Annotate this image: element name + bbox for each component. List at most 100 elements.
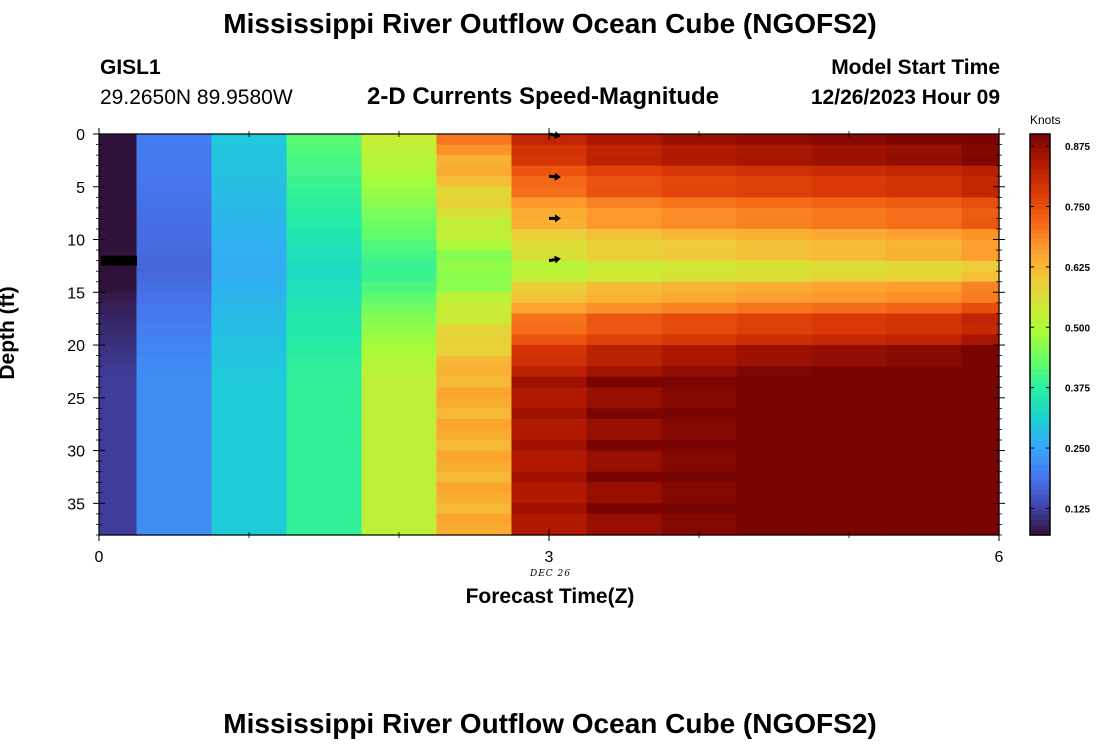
y-tick-label: 30	[67, 444, 85, 461]
heatmap-cell	[736, 186, 813, 198]
heatmap-cell	[586, 165, 663, 177]
heatmap-cell	[211, 165, 288, 177]
colorbar-step	[1030, 184, 1050, 190]
heatmap-cell	[736, 376, 813, 388]
colorbar-step	[1030, 164, 1050, 170]
heatmap-cell	[361, 313, 438, 325]
heatmap-cell	[511, 429, 588, 441]
colorbar-step	[1030, 384, 1050, 391]
heatmap-cell	[586, 323, 663, 336]
heatmap-cell	[886, 503, 963, 515]
colorbar-step	[1030, 494, 1050, 501]
heatmap-cell	[586, 429, 663, 441]
heatmap-cell	[436, 165, 513, 177]
heatmap-cell	[286, 239, 363, 251]
heatmap-cell	[886, 461, 963, 473]
colorbar-step	[1030, 204, 1050, 210]
heatmap-cell	[436, 440, 513, 452]
heatmap-cell	[661, 134, 738, 146]
heatmap-cell	[136, 429, 213, 441]
heatmap-cell	[136, 302, 213, 314]
colorbar-tick-label: 0.375	[1065, 384, 1090, 395]
heatmap-cell	[286, 345, 363, 357]
heatmap-cell	[361, 524, 438, 536]
heatmap-cell	[736, 250, 813, 262]
heatmap-cell	[886, 492, 963, 504]
heatmap-cell	[361, 197, 438, 209]
colorbar-step	[1030, 254, 1050, 260]
heatmap-cell	[886, 197, 963, 209]
heatmap-cell	[211, 197, 288, 209]
heatmap-cell	[586, 440, 663, 452]
heatmap-cell	[511, 313, 588, 325]
heatmap-cell	[736, 218, 813, 230]
colorbar-step	[1030, 514, 1050, 521]
heatmap-cell	[961, 408, 1000, 420]
heatmap-cell	[736, 281, 813, 293]
heatmap-cell	[99, 292, 138, 304]
heatmap-cell	[661, 186, 738, 198]
heatmap-cell	[736, 323, 813, 336]
heatmap-cell	[661, 218, 738, 230]
heatmap-cell	[886, 292, 963, 304]
colorbar-step	[1030, 419, 1050, 426]
colorbar-step	[1030, 169, 1050, 175]
heatmap-cell	[886, 513, 963, 526]
heatmap-cell	[211, 471, 288, 483]
heatmap-cell	[286, 387, 363, 399]
heatmap-cell	[436, 144, 513, 156]
heatmap-cell	[136, 144, 213, 156]
heatmap-cell	[736, 228, 813, 241]
colorbar-step	[1030, 224, 1050, 230]
colorbar-step	[1030, 339, 1050, 346]
heatmap-cell	[361, 292, 438, 304]
heatmap-cell	[886, 281, 963, 293]
heatmap-cell	[736, 503, 813, 515]
y-tick-label: 10	[67, 233, 85, 250]
heatmap-cell	[886, 186, 963, 198]
heatmap-cell	[511, 461, 588, 473]
heatmap-cell	[661, 418, 738, 431]
heatmap-cell	[136, 524, 213, 536]
heatmap-cell	[361, 461, 438, 473]
heatmap-cell	[736, 155, 813, 167]
heatmap-cell	[736, 450, 813, 462]
heatmap-cell	[211, 366, 288, 378]
heatmap-cell	[211, 440, 288, 452]
heatmap-cell	[511, 323, 588, 336]
colorbar-step	[1030, 484, 1050, 491]
colorbar-step	[1030, 349, 1050, 356]
heatmap-cell	[136, 366, 213, 378]
colorbar-step	[1030, 464, 1050, 471]
colorbar-step	[1030, 404, 1050, 411]
heatmap-cell	[886, 144, 963, 156]
x-tick-label: 6	[995, 549, 1004, 566]
heatmap-cell	[961, 440, 1000, 452]
heatmap-cell	[136, 355, 213, 367]
colorbar-step	[1030, 179, 1050, 185]
heatmap-cell	[811, 155, 888, 167]
heatmap-cell	[736, 482, 813, 494]
heatmap-cell	[886, 471, 963, 483]
heatmap-cell	[736, 165, 813, 177]
heatmap-cell	[661, 461, 738, 473]
heatmap-cell	[361, 144, 438, 156]
heatmap-cell	[661, 376, 738, 388]
heatmap-cell	[811, 471, 888, 483]
heatmap-cell	[99, 313, 138, 325]
heatmap-cell	[961, 355, 1000, 367]
heatmap-cell	[99, 387, 138, 399]
page-title: Mississippi River Outflow Ocean Cube (NG…	[223, 8, 877, 39]
heatmap-cell	[661, 281, 738, 293]
colorbar-step	[1030, 309, 1050, 316]
heatmap-cell	[886, 218, 963, 230]
heatmap-cell	[286, 134, 363, 146]
heatmap-cell	[811, 302, 888, 314]
heatmap-cell	[811, 482, 888, 494]
heatmap-cell	[511, 186, 588, 198]
heatmap-cell	[99, 260, 138, 272]
heatmap-cell	[586, 260, 663, 272]
colorbar: 0.125 0.250 0.375 0.500 0.625 0.750 0.875	[1029, 133, 1090, 536]
station-id: GISL1	[100, 56, 161, 79]
heatmap-cell	[736, 197, 813, 209]
